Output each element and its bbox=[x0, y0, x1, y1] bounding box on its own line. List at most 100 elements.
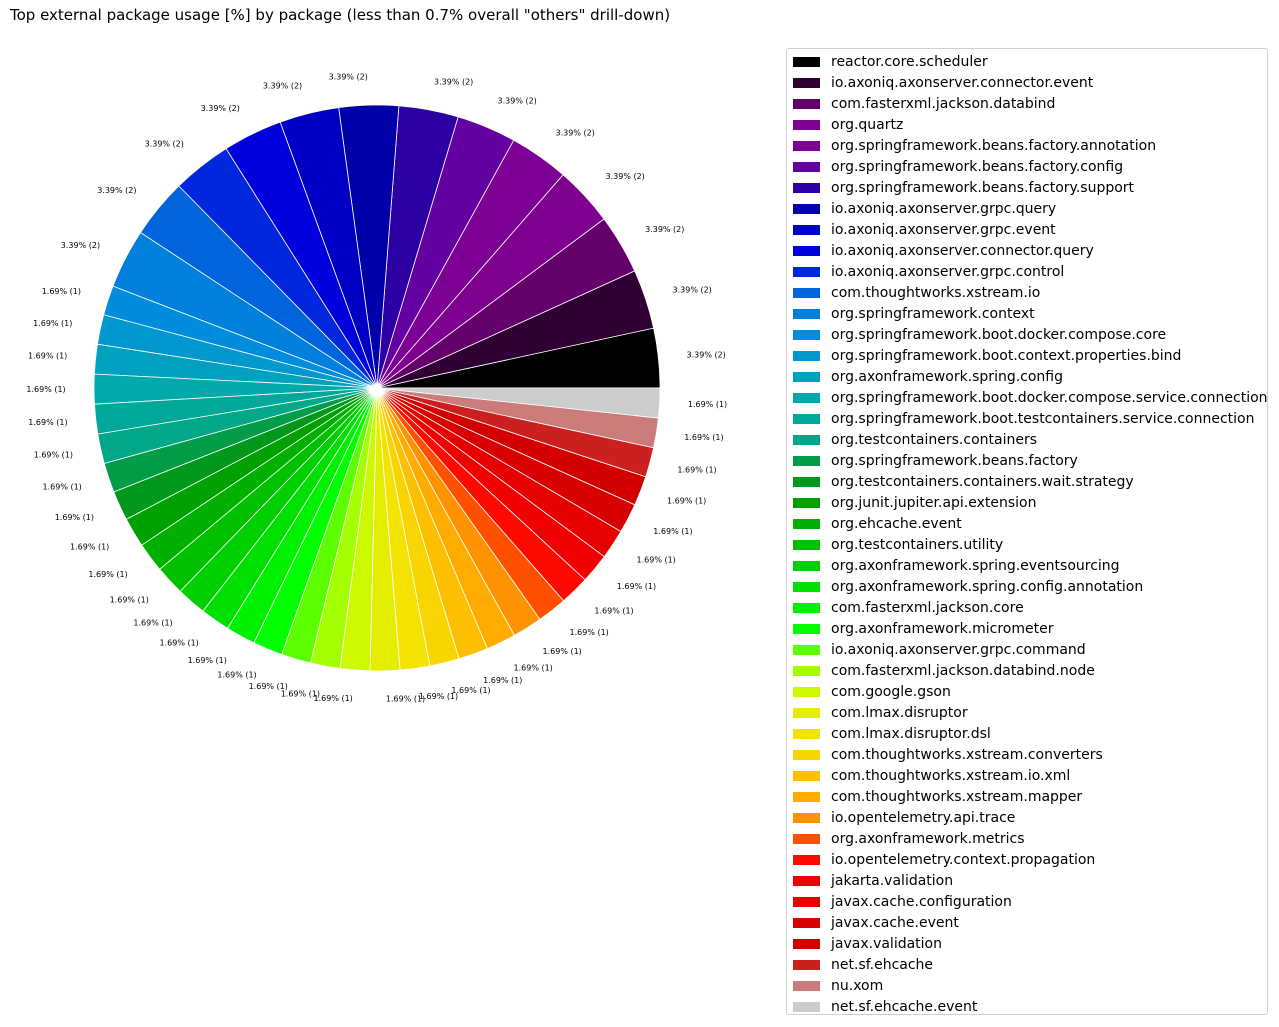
legend-swatch bbox=[793, 938, 820, 949]
legend-label: javax.cache.event bbox=[831, 914, 959, 931]
legend-item: com.thoughtworks.xstream.io bbox=[793, 282, 1040, 303]
legend-swatch bbox=[793, 560, 820, 571]
legend-swatch bbox=[793, 518, 820, 529]
legend-swatch bbox=[793, 539, 820, 550]
legend-item: com.fasterxml.jackson.databind bbox=[793, 93, 1055, 114]
slice-label: 1.69% (1) bbox=[637, 555, 676, 564]
legend-swatch bbox=[793, 959, 820, 970]
slice-label: 3.39% (2) bbox=[606, 172, 645, 181]
legend-label: io.opentelemetry.api.trace bbox=[831, 809, 1016, 826]
legend-swatch bbox=[793, 224, 820, 235]
legend-label: org.springframework.beans.factory.annota… bbox=[831, 137, 1157, 154]
legend-swatch bbox=[793, 665, 820, 676]
legend-label: javax.validation bbox=[831, 935, 942, 952]
legend-label: io.axoniq.axonserver.connector.event bbox=[831, 74, 1094, 91]
legend-label: org.testcontainers.containers bbox=[831, 431, 1038, 448]
legend-swatch bbox=[793, 686, 820, 697]
legend-item: com.thoughtworks.xstream.io.xml bbox=[793, 765, 1070, 786]
legend-swatch bbox=[793, 602, 820, 613]
legend-label: nu.xom bbox=[831, 977, 884, 994]
slice-label: 1.69% (1) bbox=[110, 595, 149, 604]
legend-item: org.springframework.beans.factory.suppor… bbox=[793, 177, 1134, 198]
slice-label: 3.39% (2) bbox=[263, 81, 302, 90]
legend-item: net.sf.ehcache.event bbox=[793, 996, 977, 1017]
slice-label: 1.69% (1) bbox=[88, 570, 127, 579]
legend-label: io.axoniq.axonserver.grpc.command bbox=[831, 641, 1086, 658]
slice-label: 1.69% (1) bbox=[483, 676, 522, 685]
legend-label: com.lmax.disruptor.dsl bbox=[831, 725, 991, 742]
slice-label: 1.69% (1) bbox=[314, 694, 353, 703]
slice-label: 1.69% (1) bbox=[70, 542, 109, 551]
legend-label: org.springframework.boot.testcontainers.… bbox=[831, 410, 1255, 427]
slice-label: 1.69% (1) bbox=[160, 639, 199, 648]
legend-label: jakarta.validation bbox=[831, 872, 954, 889]
legend-label: org.junit.jupiter.api.extension bbox=[831, 494, 1037, 511]
legend-item: org.testcontainers.containers.wait.strat… bbox=[793, 471, 1134, 492]
legend-swatch bbox=[793, 182, 820, 193]
slice-label: 3.39% (2) bbox=[556, 129, 595, 138]
legend-swatch bbox=[793, 455, 820, 466]
legend-swatch bbox=[793, 749, 820, 760]
legend-swatch bbox=[793, 917, 820, 928]
legend-label: org.springframework.boot.docker.compose.… bbox=[831, 389, 1268, 406]
legend-swatch bbox=[793, 434, 820, 445]
legend-swatch bbox=[793, 56, 820, 67]
legend-item: org.springframework.beans.factory.config bbox=[793, 156, 1123, 177]
legend-label: org.springframework.boot.context.propert… bbox=[831, 347, 1182, 364]
legend-swatch bbox=[793, 98, 820, 109]
slice-label: 3.39% (2) bbox=[434, 78, 473, 87]
legend-item: io.axoniq.axonserver.connector.event bbox=[793, 72, 1093, 93]
legend-item: io.axoniq.axonserver.grpc.query bbox=[793, 198, 1056, 219]
legend-label: org.axonframework.micrometer bbox=[831, 620, 1054, 637]
slice-label: 1.69% (1) bbox=[133, 618, 172, 627]
legend-swatch bbox=[793, 875, 820, 886]
chart-title: Top external package usage [%] by packag… bbox=[10, 6, 671, 24]
legend-item: org.springframework.boot.docker.compose.… bbox=[793, 324, 1166, 345]
legend-label: net.sf.ehcache.event bbox=[831, 998, 978, 1015]
slice-label: 1.69% (1) bbox=[594, 606, 633, 615]
legend-item: io.axoniq.axonserver.connector.query bbox=[793, 240, 1094, 261]
legend-item: org.junit.jupiter.api.extension bbox=[793, 492, 1037, 513]
legend-swatch bbox=[793, 644, 820, 655]
slice-label: 1.69% (1) bbox=[684, 433, 723, 442]
slice-label: 1.69% (1) bbox=[514, 663, 553, 672]
legend-label: com.fasterxml.jackson.core bbox=[831, 599, 1024, 616]
legend-swatch bbox=[793, 812, 820, 823]
slice-label: 3.39% (2) bbox=[645, 225, 684, 234]
legend-label: com.google.gson bbox=[831, 683, 951, 700]
legend-item: org.axonframework.micrometer bbox=[793, 618, 1053, 639]
legend-label: com.fasterxml.jackson.databind.node bbox=[831, 662, 1095, 679]
legend-item: javax.cache.configuration bbox=[793, 891, 1012, 912]
legend-label: com.thoughtworks.xstream.io bbox=[831, 284, 1041, 301]
legend-label: org.axonframework.spring.config bbox=[831, 368, 1064, 385]
legend-item: org.ehcache.event bbox=[793, 513, 962, 534]
pie-slices bbox=[93, 104, 661, 672]
legend-label: io.opentelemetry.context.propagation bbox=[831, 851, 1096, 868]
legend-label: net.sf.ehcache bbox=[831, 956, 934, 973]
pie-slice bbox=[376, 387, 661, 419]
slice-label: 3.39% (2) bbox=[673, 286, 712, 295]
legend-swatch bbox=[793, 770, 820, 781]
legend-swatch bbox=[793, 371, 820, 382]
legend-label: org.springframework.context bbox=[831, 305, 1035, 322]
legend-swatch bbox=[793, 728, 820, 739]
legend-swatch bbox=[793, 791, 820, 802]
slice-label: 1.69% (1) bbox=[42, 287, 81, 296]
legend-swatch bbox=[793, 350, 820, 361]
slice-label: 1.69% (1) bbox=[43, 482, 82, 491]
legend-label: org.axonframework.spring.config.annotati… bbox=[831, 578, 1144, 595]
legend-label: org.springframework.beans.factory bbox=[831, 452, 1078, 469]
legend-item: io.axoniq.axonserver.grpc.event bbox=[793, 219, 1056, 240]
legend-label: org.testcontainers.utility bbox=[831, 536, 1004, 553]
legend-item: com.fasterxml.jackson.databind.node bbox=[793, 660, 1095, 681]
legend-item: org.testcontainers.utility bbox=[793, 534, 1003, 555]
legend-item: com.thoughtworks.xstream.converters bbox=[793, 744, 1103, 765]
slice-label: 1.69% (1) bbox=[188, 656, 227, 665]
slice-label: 1.69% (1) bbox=[28, 352, 67, 361]
legend-item: org.axonframework.metrics bbox=[793, 828, 1025, 849]
legend-item: io.axoniq.axonserver.grpc.control bbox=[793, 261, 1064, 282]
slice-label: 1.69% (1) bbox=[570, 628, 609, 637]
legend-swatch bbox=[793, 119, 820, 130]
legend-label: io.axoniq.axonserver.grpc.control bbox=[831, 263, 1065, 280]
legend-swatch bbox=[793, 140, 820, 151]
